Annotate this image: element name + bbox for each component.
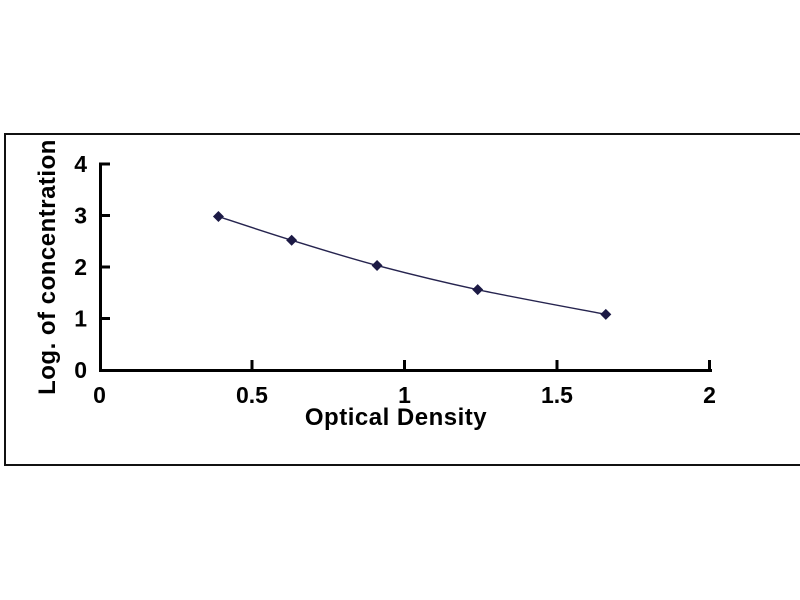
curve-line — [218, 215, 606, 316]
y-tick-label: 0 — [74, 357, 87, 383]
chart-frame — [4, 133, 800, 466]
y-tick-label: 1 — [74, 306, 87, 332]
data-point-marker — [286, 234, 298, 246]
x-tick-label: 2 — [703, 382, 716, 408]
x-tick-label: 0 — [93, 382, 106, 408]
y-tick-label: 4 — [74, 151, 87, 177]
data-point-marker — [212, 211, 224, 223]
x-axis-title: Optical Density — [304, 404, 488, 431]
x-tick-label: 0.5 — [236, 382, 268, 408]
y-tick-label: 2 — [74, 254, 87, 280]
x-tick-label: 1.5 — [541, 382, 573, 408]
data-point-marker — [600, 308, 612, 320]
x-tick-label: 1 — [398, 382, 411, 408]
data-point-marker — [371, 259, 383, 271]
y-tick-label: 3 — [74, 203, 87, 229]
data-point-marker — [472, 284, 484, 296]
y-axis-title: Log. of concentration — [34, 139, 61, 395]
